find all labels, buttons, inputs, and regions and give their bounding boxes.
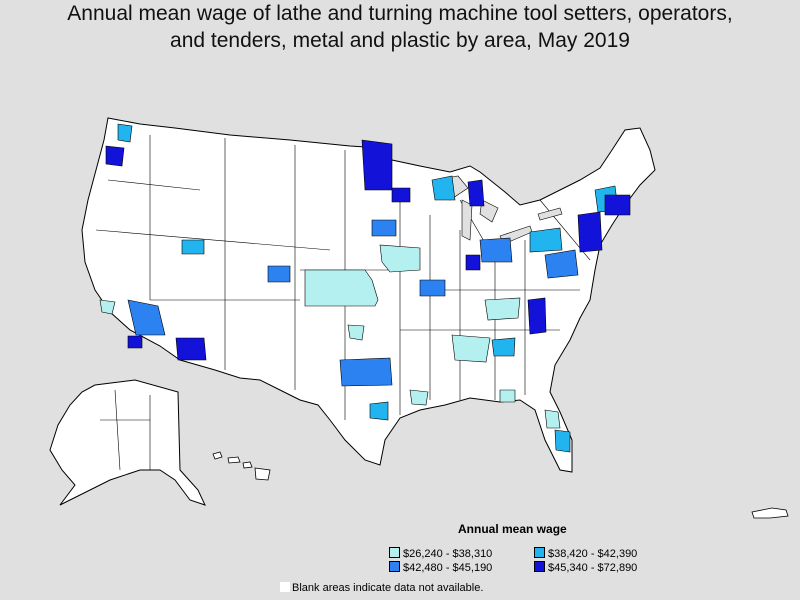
- legend-label-2: $38,420 - $42,390: [548, 548, 638, 560]
- title-line-1: Annual mean wage of lathe and turning ma…: [67, 2, 733, 25]
- region-wi-high: [391, 187, 411, 203]
- hawaii-island-3: [242, 461, 253, 469]
- region-in-high: [465, 254, 481, 271]
- region-mi-high: [467, 179, 485, 207]
- state-borders: [95, 135, 591, 420]
- legend-item-3: $42,480 - $45,190: [389, 561, 492, 574]
- wage-regions: [99, 123, 631, 453]
- alaska-outline: [49, 379, 206, 506]
- legend-swatch-3: [389, 561, 400, 572]
- region-fl-mid: [554, 429, 571, 453]
- region-mi-mid: [431, 175, 456, 201]
- region-co-mid: [267, 265, 291, 283]
- legend-label-1: $26,240 - $38,310: [403, 548, 493, 560]
- legend-label-4: $45,340 - $72,890: [548, 562, 638, 574]
- region-ut-mid: [181, 239, 205, 255]
- region-ca-high: [127, 335, 143, 349]
- region-mn-high: [361, 139, 393, 191]
- hawaii-island-2: [227, 456, 241, 464]
- region-az-high: [175, 337, 207, 361]
- alaska-borders: [100, 389, 151, 471]
- hawaii-island-1: [212, 451, 223, 460]
- region-wa-mid: [117, 123, 133, 143]
- footnote: Blank areas indicate data not available.: [280, 582, 483, 594]
- legend-label-3: $42,480 - $45,190: [403, 562, 493, 574]
- region-tennessee-light: [451, 334, 491, 363]
- hawaii-island-4: [254, 467, 271, 481]
- region-ca-light: [99, 299, 116, 315]
- footnote-text: Blank areas indicate data not available.: [292, 582, 484, 594]
- region-ok-light: [347, 324, 365, 341]
- legend-swatch-2: [534, 547, 545, 558]
- region-mixed-east: [544, 249, 579, 279]
- hawaii: [212, 451, 271, 481]
- blank-swatch: [280, 582, 290, 592]
- region-midwest-light: [379, 244, 421, 273]
- legend-item-2: $38,420 - $42,390: [534, 547, 637, 560]
- puerto-rico-outline: [751, 507, 789, 519]
- region-la-light: [409, 389, 429, 406]
- region-ky-light: [484, 297, 521, 321]
- region-kansas: [304, 269, 379, 307]
- puerto-rico: [751, 507, 789, 519]
- region-fl-light: [544, 409, 561, 429]
- region-tx-mid: [339, 357, 393, 387]
- alaska: [49, 379, 206, 506]
- great-lakes: [434, 175, 563, 245]
- region-oh-mid: [479, 237, 513, 263]
- region-ny-high: [577, 211, 603, 253]
- title-line-2: and tenders, metal and plastic by area, …: [170, 29, 630, 52]
- region-ma-high: [604, 194, 631, 216]
- region-pa-mid: [529, 227, 563, 253]
- region-wi-mid: [371, 219, 397, 237]
- legend-swatch-4: [534, 561, 545, 572]
- region-tx-coast: [369, 401, 389, 421]
- region-va-high: [527, 297, 547, 335]
- legend-swatch-1: [389, 547, 400, 558]
- legend-title: Annual mean wage: [458, 522, 567, 536]
- region-ga-light: [499, 389, 516, 403]
- region-mo-mid: [419, 279, 446, 297]
- legend-item-4: $45,340 - $72,890: [534, 561, 637, 574]
- region-al-mid: [491, 337, 516, 357]
- map-title: Annual mean wage of lathe and turning ma…: [0, 0, 800, 54]
- region-or-high: [105, 145, 125, 167]
- legend-item-1: $26,240 - $38,310: [389, 547, 492, 560]
- region-ca-mid: [127, 299, 166, 336]
